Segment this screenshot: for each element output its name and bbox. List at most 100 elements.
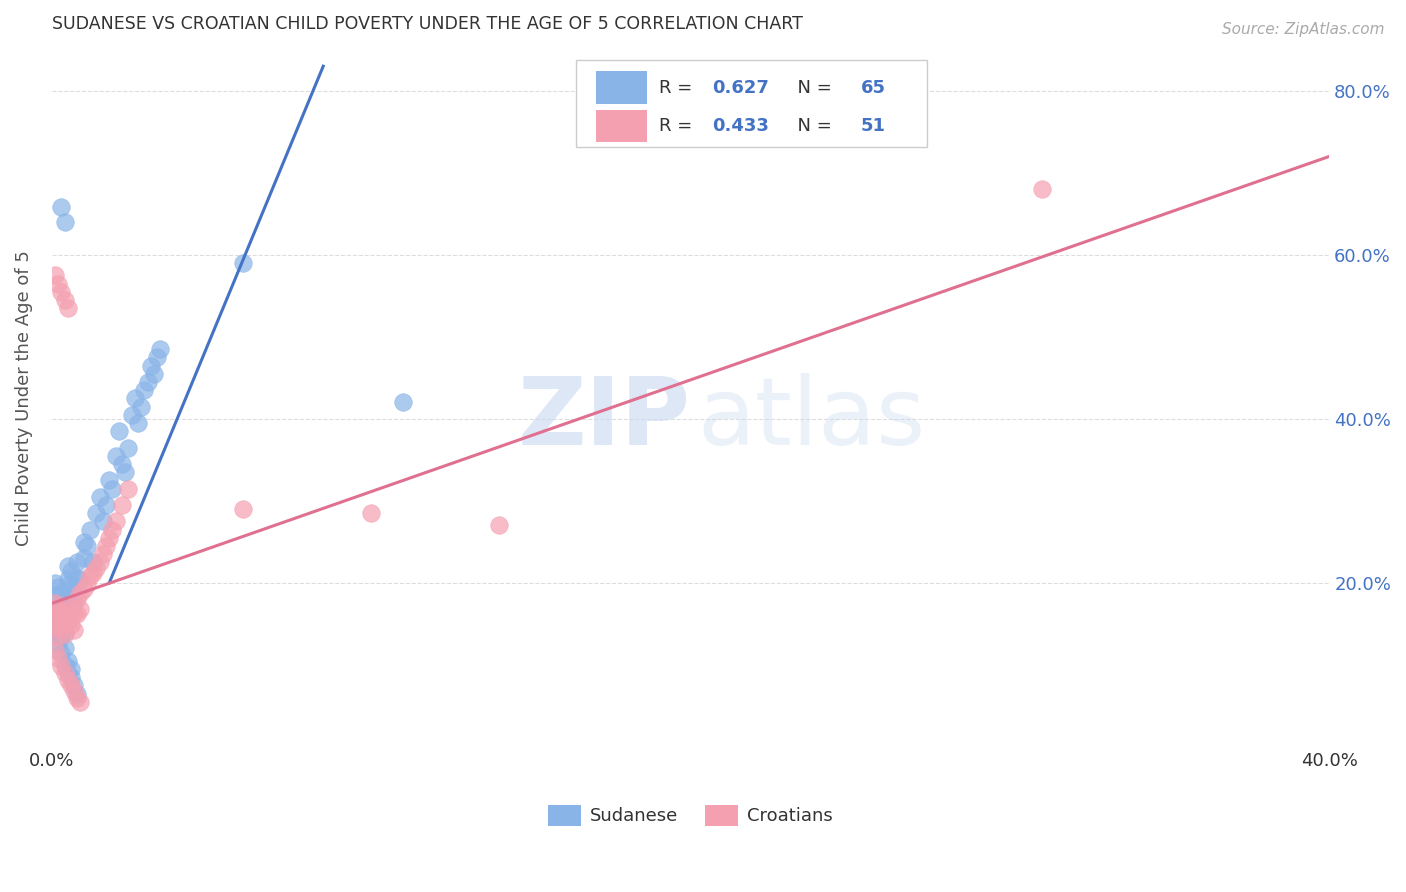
Point bbox=[98, 474, 121, 488]
Point bbox=[89, 555, 111, 569]
Point bbox=[63, 580, 86, 594]
Point bbox=[51, 285, 73, 299]
Point bbox=[69, 572, 91, 586]
Point bbox=[114, 465, 136, 479]
Point bbox=[149, 342, 172, 356]
Point bbox=[94, 498, 117, 512]
Point bbox=[89, 490, 111, 504]
Point bbox=[46, 629, 69, 643]
Point bbox=[46, 637, 69, 651]
Point bbox=[46, 596, 69, 610]
Point bbox=[76, 577, 98, 591]
Point bbox=[53, 293, 76, 307]
Point bbox=[69, 695, 91, 709]
Point bbox=[66, 687, 89, 701]
Text: R =: R = bbox=[658, 117, 697, 136]
Point bbox=[146, 351, 169, 365]
Point bbox=[73, 582, 96, 597]
Point bbox=[51, 629, 73, 643]
Point bbox=[53, 610, 76, 624]
Point bbox=[121, 408, 143, 422]
Point bbox=[53, 625, 76, 640]
Point bbox=[66, 592, 89, 607]
Point bbox=[488, 518, 510, 533]
Point bbox=[44, 588, 66, 602]
Point bbox=[51, 605, 73, 619]
Point bbox=[69, 585, 91, 599]
Point bbox=[392, 395, 415, 409]
Point bbox=[56, 615, 79, 630]
Point bbox=[73, 551, 96, 566]
Point bbox=[63, 596, 86, 610]
Point bbox=[44, 608, 66, 623]
Point bbox=[82, 566, 104, 580]
Point bbox=[46, 651, 69, 665]
Text: 51: 51 bbox=[860, 117, 886, 136]
Text: atlas: atlas bbox=[697, 373, 925, 466]
Point bbox=[44, 596, 66, 610]
Point bbox=[56, 572, 79, 586]
Point bbox=[59, 662, 82, 676]
Point bbox=[56, 654, 79, 668]
FancyBboxPatch shape bbox=[575, 61, 927, 147]
Point bbox=[59, 575, 82, 590]
FancyBboxPatch shape bbox=[596, 110, 647, 143]
Point bbox=[104, 449, 127, 463]
Point bbox=[101, 523, 124, 537]
Point bbox=[44, 621, 66, 635]
Point bbox=[111, 457, 134, 471]
Point bbox=[91, 547, 114, 561]
Point bbox=[51, 618, 73, 632]
Text: R =: R = bbox=[658, 78, 697, 97]
Point bbox=[51, 599, 73, 613]
Point bbox=[73, 534, 96, 549]
Point bbox=[94, 539, 117, 553]
Legend: Sudanese, Croatians: Sudanese, Croatians bbox=[541, 797, 839, 833]
Point bbox=[59, 670, 82, 684]
Point bbox=[51, 585, 73, 599]
Point bbox=[66, 555, 89, 569]
Point bbox=[79, 569, 101, 583]
Point bbox=[129, 400, 152, 414]
Point bbox=[56, 559, 79, 574]
Point bbox=[139, 359, 162, 373]
Point bbox=[63, 684, 86, 698]
Point bbox=[53, 215, 76, 229]
Point bbox=[91, 514, 114, 528]
Point bbox=[46, 580, 69, 594]
Point bbox=[104, 514, 127, 528]
Text: 65: 65 bbox=[860, 78, 886, 97]
Point bbox=[63, 678, 86, 692]
Point bbox=[111, 498, 134, 512]
Text: 0.627: 0.627 bbox=[713, 78, 769, 97]
Point bbox=[59, 678, 82, 692]
Point bbox=[44, 608, 66, 623]
Point bbox=[59, 564, 82, 578]
Text: SUDANESE VS CROATIAN CHILD POVERTY UNDER THE AGE OF 5 CORRELATION CHART: SUDANESE VS CROATIAN CHILD POVERTY UNDER… bbox=[52, 15, 803, 33]
Text: Source: ZipAtlas.com: Source: ZipAtlas.com bbox=[1222, 22, 1385, 37]
Point bbox=[46, 613, 69, 627]
Point bbox=[44, 268, 66, 283]
Text: N =: N = bbox=[786, 117, 838, 136]
Point bbox=[66, 690, 89, 705]
Text: N =: N = bbox=[786, 78, 838, 97]
Point bbox=[66, 607, 89, 621]
Point bbox=[117, 482, 139, 496]
Point bbox=[117, 441, 139, 455]
Point bbox=[76, 539, 98, 553]
Point bbox=[44, 600, 66, 615]
Point bbox=[44, 575, 66, 590]
Point bbox=[127, 416, 149, 430]
Point bbox=[53, 626, 76, 640]
Point bbox=[124, 392, 146, 406]
Point bbox=[66, 572, 89, 586]
Point bbox=[69, 602, 91, 616]
Point bbox=[142, 367, 165, 381]
Y-axis label: Child Poverty Under the Age of 5: Child Poverty Under the Age of 5 bbox=[15, 251, 32, 546]
Point bbox=[51, 200, 73, 214]
Point bbox=[44, 643, 66, 657]
Point bbox=[232, 502, 254, 516]
Point bbox=[51, 646, 73, 660]
Point bbox=[56, 666, 79, 681]
Point bbox=[360, 506, 382, 520]
